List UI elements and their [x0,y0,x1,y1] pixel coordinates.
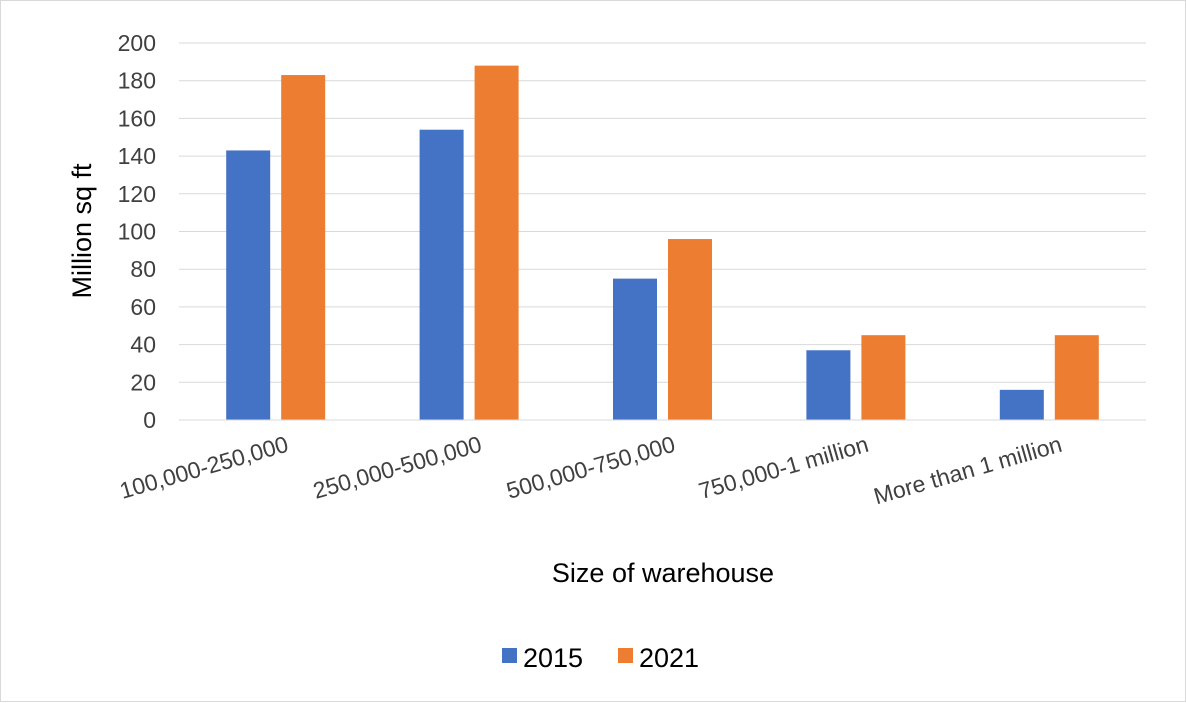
bars [226,65,1099,421]
y-tick-label: 40 [130,332,156,358]
bar-2021 [1054,335,1099,420]
legend-swatch-2021 [618,648,633,663]
bar-2021 [474,65,519,421]
x-tick-label: 750,000-1 million [696,431,872,504]
bar-2015 [226,150,271,420]
bar-2015 [806,350,851,420]
x-tick-label: 250,000-500,000 [310,431,484,504]
bar-2015 [999,389,1044,420]
bar-2021 [281,75,326,421]
y-tick-label: 120 [118,181,156,207]
y-tick-label: 180 [118,68,156,94]
legend-label: 2015 [523,643,583,673]
y-tick-label: 200 [118,30,156,56]
legend: 2015 2021 [502,643,699,673]
y-tick-label: 100 [118,219,156,245]
legend-label: 2021 [639,643,699,673]
y-tick-label: 0 [143,407,156,433]
bar-2015 [419,129,464,420]
gridlines [179,42,1146,383]
y-tick-label: 60 [130,294,156,320]
y-tick-label: 20 [130,369,156,395]
bar-2021 [668,239,712,420]
y-tick-label: 140 [118,143,156,169]
x-tick-label: More than 1 million [871,431,1065,510]
y-axis-ticks: 0 20 40 60 80 100 120 140 160 180 200 [118,30,156,433]
x-axis-title: Size of warehouse [552,558,774,588]
x-tick-label: 500,000-750,000 [504,431,678,504]
bar-2021 [861,335,906,420]
y-tick-label: 80 [130,256,156,282]
y-axis-title: Million sq ft [67,163,97,299]
x-axis-ticks: 100,000-250,000 250,000-500,000 500,000-75… [117,431,1065,510]
x-tick-label: 100,000-250,000 [117,431,291,504]
legend-swatch-2015 [502,648,517,663]
bar-2015 [613,278,657,420]
y-tick-label: 160 [118,105,156,131]
